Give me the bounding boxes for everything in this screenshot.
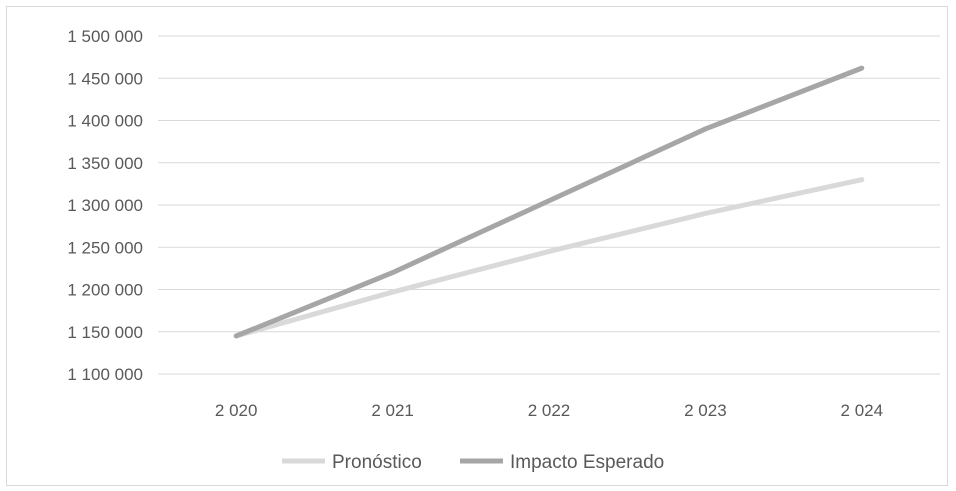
legend-label-1: Impacto Esperado <box>510 452 664 473</box>
series-line-0 <box>233 177 865 339</box>
y-tick-label: 1 200 000 <box>67 281 143 300</box>
y-tick-label: 1 400 000 <box>67 112 143 131</box>
x-axis-tick-labels: 2 020 2 021 2 022 2 023 2 024 <box>215 401 883 420</box>
x-tick-label: 2 023 <box>684 401 727 420</box>
y-tick-label: 1 350 000 <box>67 154 143 173</box>
y-tick-label: 1 500 000 <box>67 27 143 46</box>
y-tick-label: 1 300 000 <box>67 196 143 215</box>
y-tick-label: 1 150 000 <box>67 323 143 342</box>
series-lines <box>233 65 865 339</box>
x-tick-label: 2 021 <box>371 401 414 420</box>
y-tick-label: 1 100 000 <box>67 365 143 384</box>
legend-label-0: Pronóstico <box>332 452 422 473</box>
legend: Pronóstico Impacto Esperado <box>282 452 664 473</box>
series-line-1 <box>233 65 865 339</box>
y-tick-label: 1 450 000 <box>67 69 143 88</box>
gridlines <box>158 35 940 375</box>
y-tick-label: 1 250 000 <box>67 238 143 257</box>
y-axis-tick-labels: 1 100 000 1 150 000 1 200 000 1 250 000 1 30… <box>67 27 143 384</box>
chart-frame <box>6 6 948 486</box>
x-tick-label: 2 022 <box>528 401 571 420</box>
x-tick-label: 2 020 <box>215 401 258 420</box>
x-tick-label: 2 024 <box>841 401 884 420</box>
